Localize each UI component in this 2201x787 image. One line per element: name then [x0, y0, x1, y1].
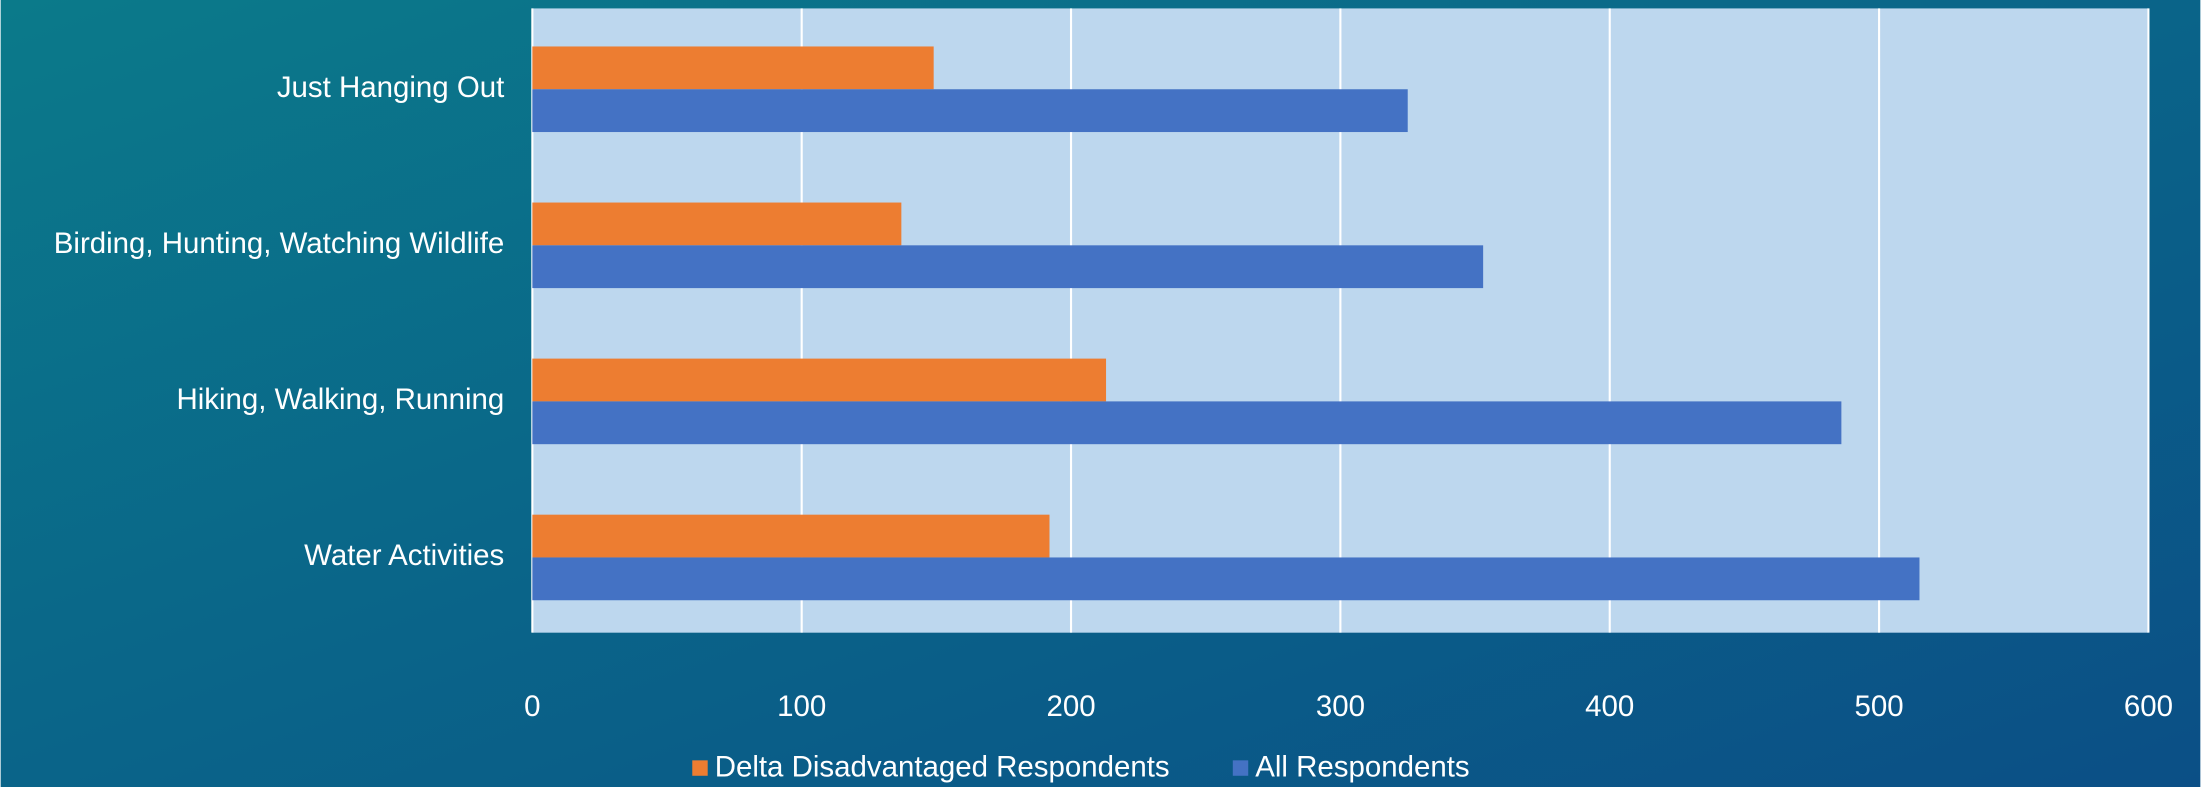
legend-swatch [1232, 760, 1249, 776]
bar [532, 202, 902, 246]
legend-swatch [692, 760, 708, 776]
y-tick-label: Hiking, Walking, Running [177, 383, 505, 416]
bar [532, 358, 1107, 402]
y-tick-label: Birding, Hunting, Watching Wildlife [54, 227, 504, 260]
x-tick-label: 0 [524, 690, 540, 723]
y-tick-label: Water Activities [304, 539, 504, 572]
x-tick-label: 100 [777, 690, 826, 723]
bar [532, 46, 934, 90]
x-tick-label: 500 [1855, 690, 1904, 723]
bar [532, 89, 1408, 133]
legend-label: Delta Disadvantaged Respondents [715, 751, 1170, 784]
bar [532, 557, 1920, 601]
bar [532, 245, 1484, 289]
bar [532, 401, 1842, 445]
x-tick-label: 300 [1316, 690, 1365, 723]
legend-label: All Respondents [1255, 751, 1469, 784]
x-tick-label: 600 [2124, 690, 2173, 723]
x-tick-label: 200 [1046, 690, 1095, 723]
x-tick-label: 400 [1585, 690, 1634, 723]
y-tick-label: Just Hanging Out [277, 71, 504, 104]
bar [532, 514, 1050, 558]
